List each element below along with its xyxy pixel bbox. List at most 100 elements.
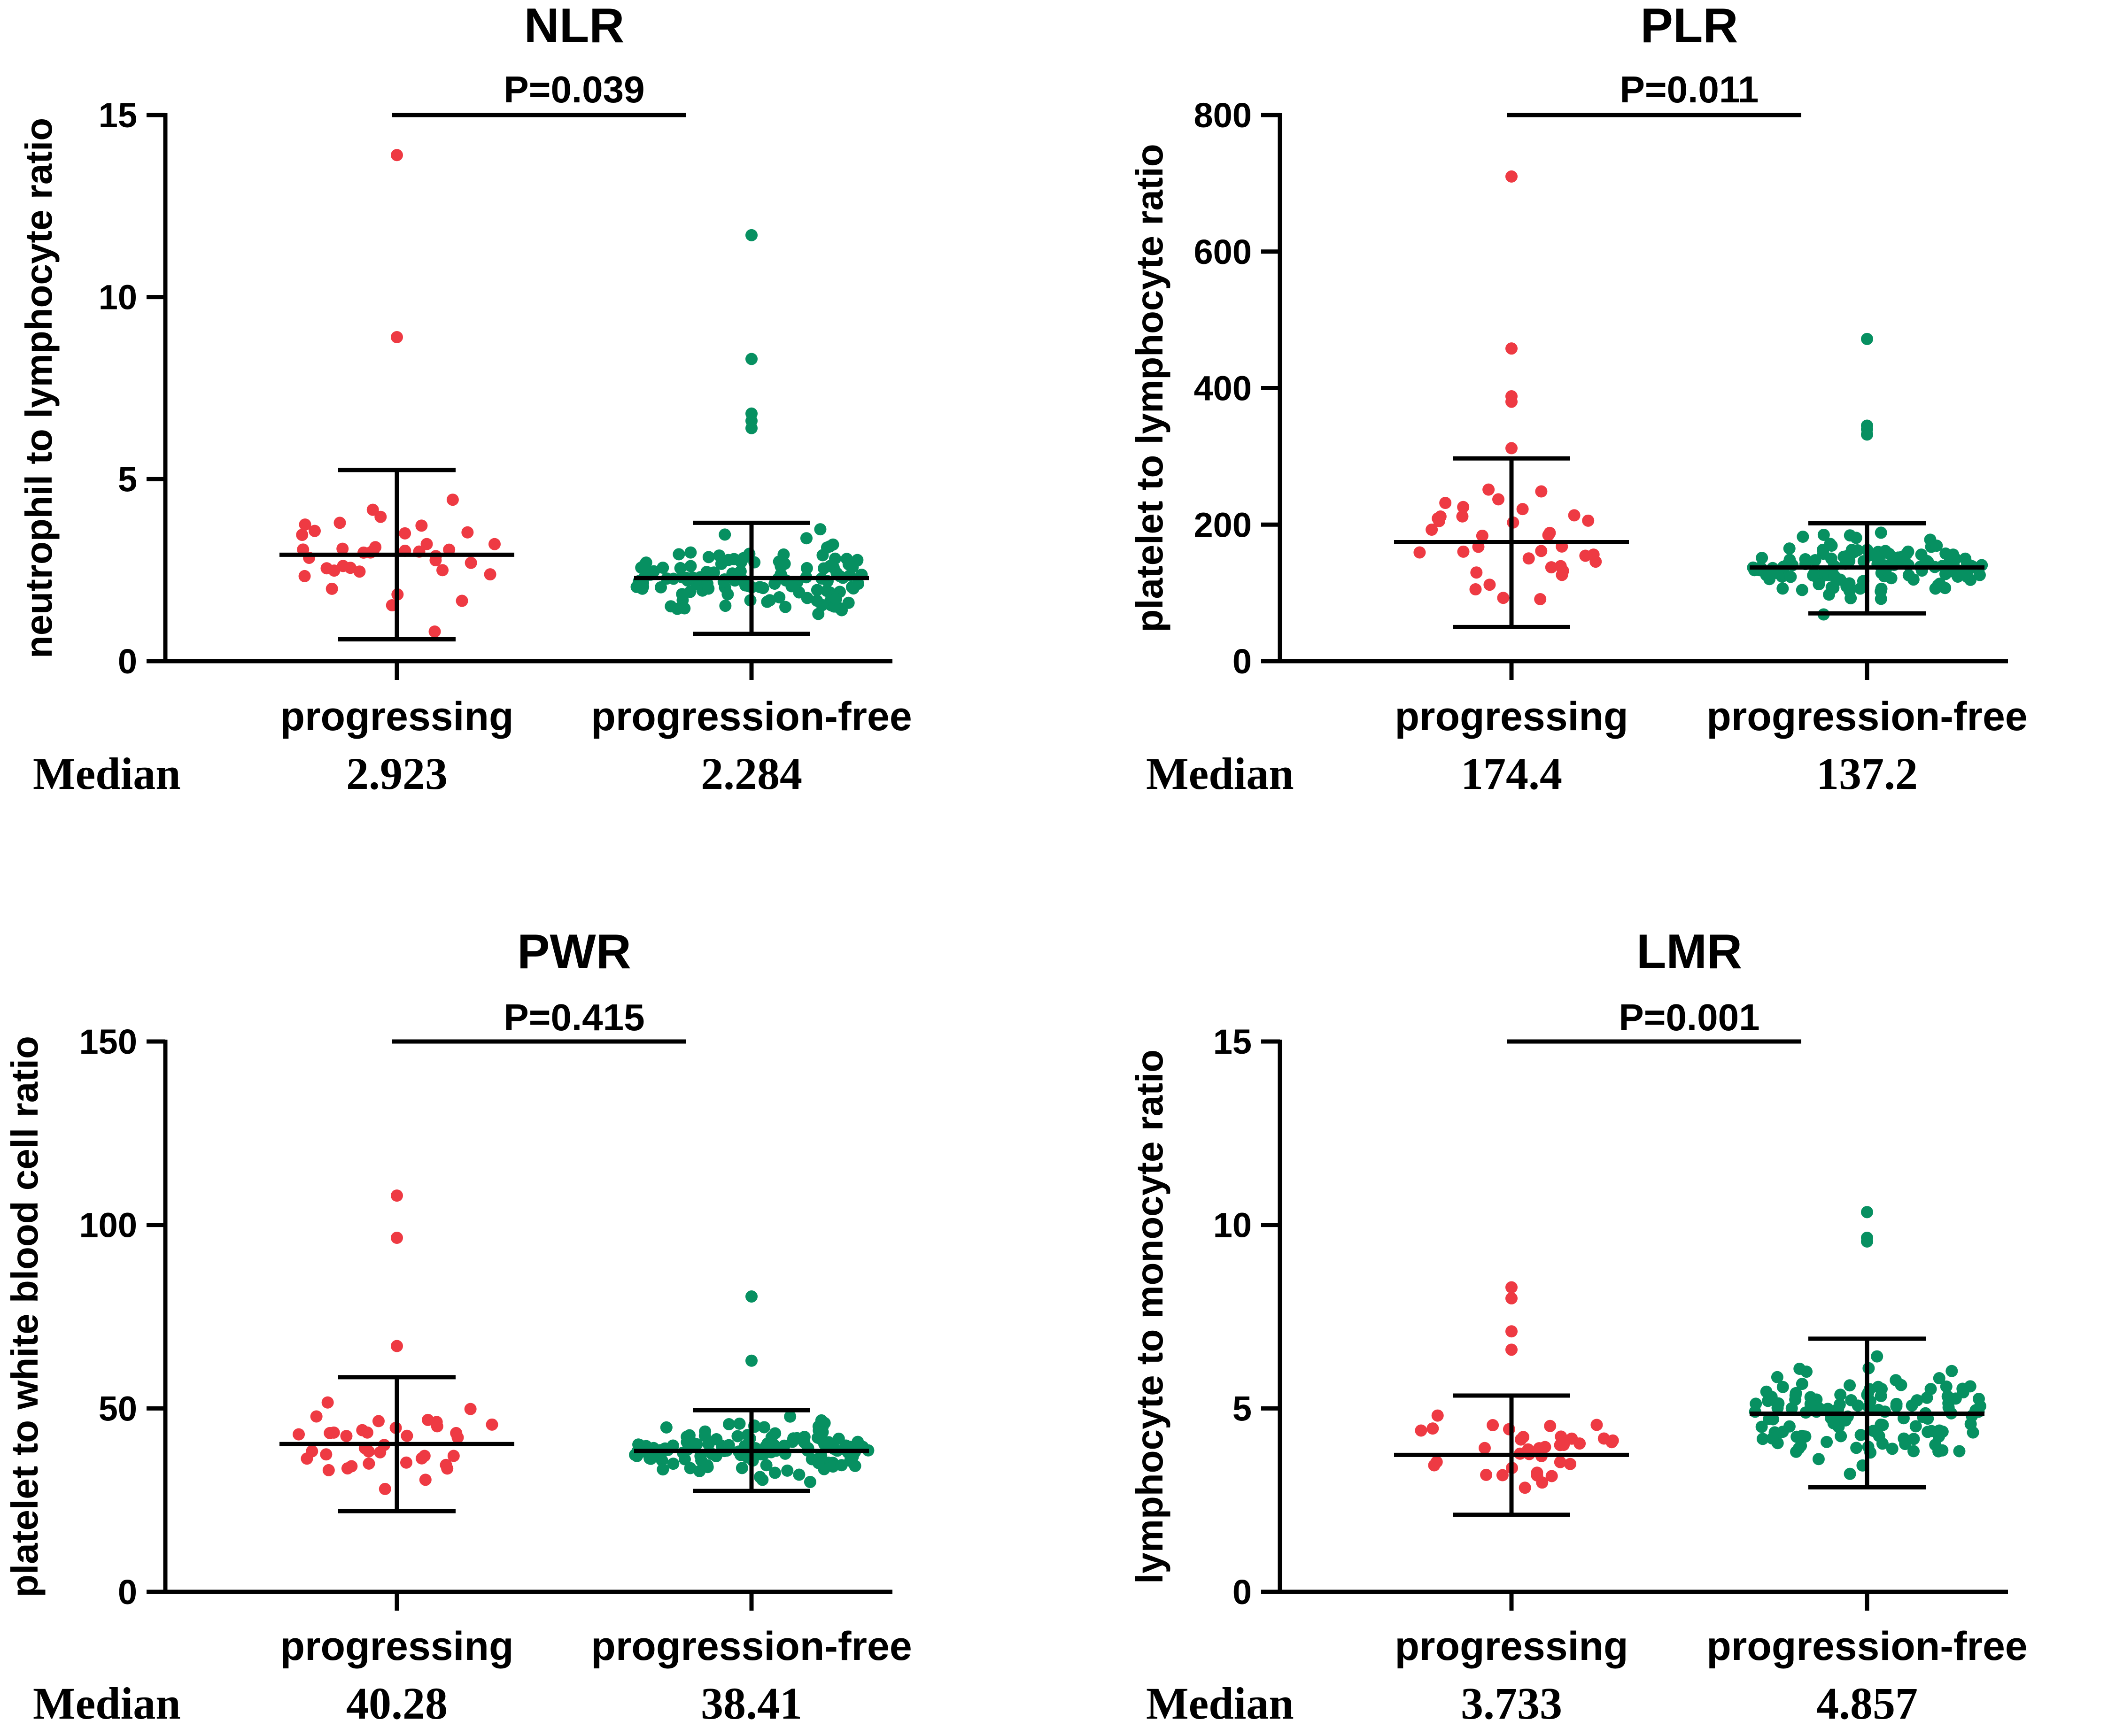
data-point <box>1496 1469 1509 1481</box>
data-point <box>1861 428 1873 441</box>
data-point <box>638 558 651 571</box>
data-point <box>1967 1426 1979 1439</box>
data-point <box>793 1468 806 1481</box>
data-point <box>1763 1412 1775 1425</box>
data-point <box>1505 342 1518 355</box>
data-point <box>488 538 501 550</box>
data-point <box>840 553 853 565</box>
data-point <box>391 1189 403 1202</box>
data-point <box>656 1454 668 1466</box>
y-axis-label: lymphocyte to monocyte ratio <box>1129 1049 1170 1584</box>
data-point <box>1755 1420 1768 1433</box>
data-point <box>1545 561 1558 574</box>
x-tick-label: progression-free <box>591 694 912 739</box>
data-point <box>722 1439 735 1451</box>
data-point <box>745 229 758 241</box>
data-point <box>1959 552 1972 565</box>
y-tick-label: 0 <box>1232 642 1252 681</box>
data-point <box>1413 546 1426 559</box>
data-point <box>835 1459 848 1472</box>
data-point <box>1876 1419 1889 1431</box>
data-point <box>1953 1445 1966 1458</box>
data-point <box>1432 512 1444 525</box>
data-point <box>1827 1417 1840 1429</box>
data-point <box>1587 548 1600 561</box>
data-point <box>391 1232 403 1244</box>
data-point <box>1890 1397 1903 1410</box>
data-point <box>722 554 735 566</box>
data-point <box>816 1426 829 1438</box>
y-axis-label: platelet to lymphocyte ratio <box>1129 144 1170 632</box>
data-point <box>1783 542 1796 555</box>
data-point <box>399 527 411 540</box>
data-point <box>1861 332 1873 345</box>
data-point <box>1482 483 1495 496</box>
data-point <box>1415 1424 1427 1437</box>
data-point <box>1807 569 1820 582</box>
median-value: 38.41 <box>701 1678 802 1728</box>
data-point <box>1973 569 1986 581</box>
data-point <box>643 1452 656 1465</box>
data-point <box>1505 1292 1518 1304</box>
data-point <box>436 564 449 577</box>
data-point <box>1476 529 1488 542</box>
data-point <box>1505 395 1518 408</box>
data-point <box>1834 1389 1847 1401</box>
data-point <box>753 1471 766 1483</box>
data-point <box>1776 582 1789 595</box>
data-point <box>800 532 813 545</box>
data-point <box>1522 552 1535 565</box>
data-point <box>1941 1390 1954 1403</box>
data-point <box>745 353 758 365</box>
data-point <box>324 1427 336 1439</box>
data-point <box>337 560 349 572</box>
data-point <box>1531 1469 1543 1481</box>
data-point <box>830 593 843 605</box>
data-point <box>1854 1429 1867 1442</box>
y-axis-label: platelet to white blood cell ratio <box>4 1036 46 1597</box>
x-tick-label: progressing <box>1395 1624 1628 1669</box>
data-point <box>1505 1325 1518 1338</box>
data-point <box>800 562 813 574</box>
y-axis-label: neutrophil to lymphocyte ratio <box>18 118 60 658</box>
data-point <box>333 517 346 529</box>
median-value: 174.4 <box>1461 748 1562 799</box>
data-point <box>1844 529 1856 542</box>
data-point <box>815 1414 828 1427</box>
data-point <box>745 422 758 434</box>
data-point <box>1821 1435 1833 1448</box>
y-tick-label: 400 <box>1194 369 1252 408</box>
data-point <box>1851 544 1864 556</box>
data-point <box>745 1354 758 1367</box>
data-point <box>719 528 731 541</box>
data-point <box>321 1396 334 1409</box>
data-point <box>429 554 442 567</box>
x-tick-label: progression-free <box>591 1624 912 1669</box>
y-tick-label: 0 <box>1232 1573 1252 1612</box>
x-tick-label: progressing <box>280 1624 514 1669</box>
data-point <box>676 588 689 601</box>
data-point <box>379 1482 391 1495</box>
data-point <box>734 565 747 578</box>
chart-title: LMR <box>1636 925 1742 979</box>
data-point <box>309 525 321 537</box>
chart-panel-pwr: PWR P=0.415 platelet to white blood cell r… <box>4 925 912 1728</box>
data-point <box>1933 1424 1945 1437</box>
data-point <box>1483 579 1496 591</box>
data-point <box>1605 1436 1618 1449</box>
data-point <box>1492 493 1505 506</box>
data-point <box>1945 1365 1958 1377</box>
data-point <box>322 1464 335 1476</box>
data-point <box>1947 548 1960 561</box>
data-point <box>391 331 403 343</box>
data-point <box>431 1420 443 1433</box>
x-tick-label: progressing <box>280 694 514 739</box>
data-point <box>1535 485 1548 498</box>
data-point <box>400 1456 412 1469</box>
data-point <box>654 581 667 594</box>
data-point <box>1924 1383 1937 1396</box>
data-point <box>665 600 677 613</box>
data-point <box>401 1429 413 1442</box>
data-point <box>1487 1419 1499 1432</box>
data-point <box>1867 1425 1880 1437</box>
